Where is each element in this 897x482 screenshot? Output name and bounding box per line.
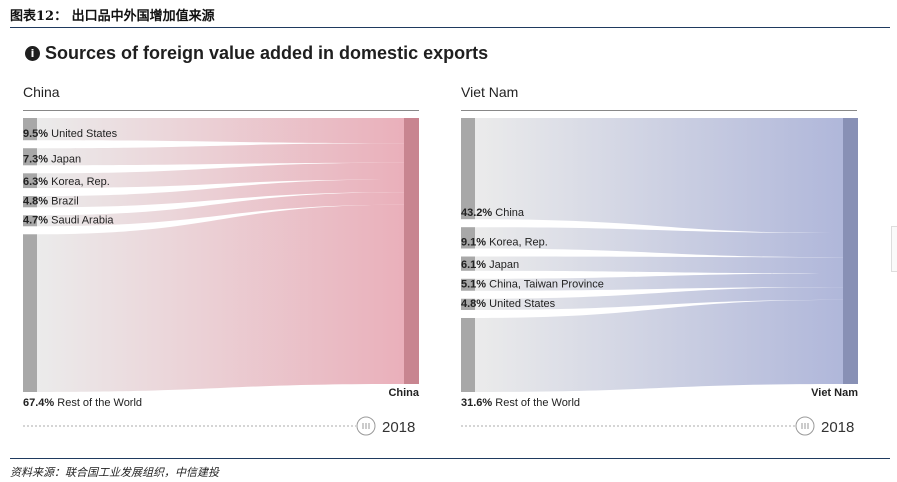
flow-viet-nam-japan[interactable] xyxy=(475,256,843,274)
source-label-china-rest-of-the-world: 67.4% Rest of the World xyxy=(23,397,142,409)
source-label-viet-nam-rest-of-the-world: 31.6% Rest of the World xyxy=(461,397,580,409)
grip-icon xyxy=(362,423,370,429)
flow-viet-nam-china[interactable] xyxy=(475,118,843,234)
footer-divider xyxy=(10,458,890,459)
figure-header: 图表12： 出口品中外国增加值来源 xyxy=(10,3,890,28)
source-bar-china-saudi-arabia[interactable] xyxy=(23,215,37,227)
side-scroll-tab[interactable] xyxy=(891,226,897,272)
source-bar-viet-nam-rest-of-the-world[interactable] xyxy=(461,317,475,392)
target-bar-china[interactable] xyxy=(404,118,419,384)
year-label-viet-nam: 2018 xyxy=(821,419,854,436)
flow-china-brazil[interactable] xyxy=(37,179,404,208)
source-label-china-united-states: 9.5% United States xyxy=(23,128,118,140)
source-label-viet-nam-japan: 6.1% Japan xyxy=(461,259,519,271)
source-bar-china-brazil[interactable] xyxy=(23,196,37,208)
panel-divider-vietnam xyxy=(461,110,857,111)
source-label-viet-nam-china: 43.2% China xyxy=(461,207,525,219)
source-bar-viet-nam-korea-rep[interactable] xyxy=(461,227,475,249)
info-icon[interactable]: i xyxy=(25,46,40,61)
panel-divider-china xyxy=(23,110,419,111)
source-label-china-korea-rep: 6.3% Korea, Rep. xyxy=(23,176,110,188)
year-label-china: 2018 xyxy=(382,419,415,436)
flow-china-rest-of-the-world[interactable] xyxy=(37,204,404,392)
panel-title-vietnam: Viet Nam xyxy=(461,84,519,100)
source-bar-viet-nam-china-taiwan-province[interactable] xyxy=(461,278,475,291)
figure-number-title: 图表12： 出口品中外国增加值来源 xyxy=(10,9,215,24)
source-bar-china-japan[interactable] xyxy=(23,148,37,166)
target-label-viet-nam: Viet Nam xyxy=(811,387,858,399)
source-label-viet-nam-united-states: 4.8% United States xyxy=(461,298,556,310)
flow-viet-nam-united-states[interactable] xyxy=(475,287,843,310)
panel-title-china: China xyxy=(23,84,60,100)
flow-china-korea-rep[interactable] xyxy=(37,162,404,189)
grip-icon xyxy=(801,423,809,429)
source-note: 资料来源：联合国工业发展组织，中信建投 xyxy=(10,466,219,479)
source-label-china-japan: 7.3% Japan xyxy=(23,153,81,165)
source-label-viet-nam-china-taiwan-province: 5.1% China, Taiwan Province xyxy=(461,279,604,291)
source-bar-viet-nam-japan[interactable] xyxy=(461,256,475,271)
source-label-viet-nam-korea-rep: 9.1% Korea, Rep. xyxy=(461,237,548,249)
source-bar-viet-nam-china[interactable] xyxy=(461,118,475,220)
source-bar-viet-nam-united-states[interactable] xyxy=(461,298,475,310)
source-bar-china-korea-rep[interactable] xyxy=(23,173,37,189)
flow-china-saudi-arabia[interactable] xyxy=(37,192,404,227)
source-bar-china-rest-of-the-world[interactable] xyxy=(23,234,37,392)
source-label-china-saudi-arabia: 4.7% Saudi Arabia xyxy=(23,214,114,226)
flow-china-united-states[interactable] xyxy=(37,118,404,144)
flow-viet-nam-rest-of-the-world[interactable] xyxy=(475,299,843,392)
source-bar-china-united-states[interactable] xyxy=(23,118,37,141)
flow-viet-nam-china-taiwan-province[interactable] xyxy=(475,273,843,291)
flow-viet-nam-korea-rep[interactable] xyxy=(475,227,843,258)
target-bar-viet-nam[interactable] xyxy=(843,118,858,384)
target-label-china: China xyxy=(388,387,419,399)
chart-title: Sources of foreign value added in domest… xyxy=(45,43,489,63)
flow-china-japan[interactable] xyxy=(37,143,404,166)
source-label-china-brazil: 4.8% Brazil xyxy=(23,195,79,207)
